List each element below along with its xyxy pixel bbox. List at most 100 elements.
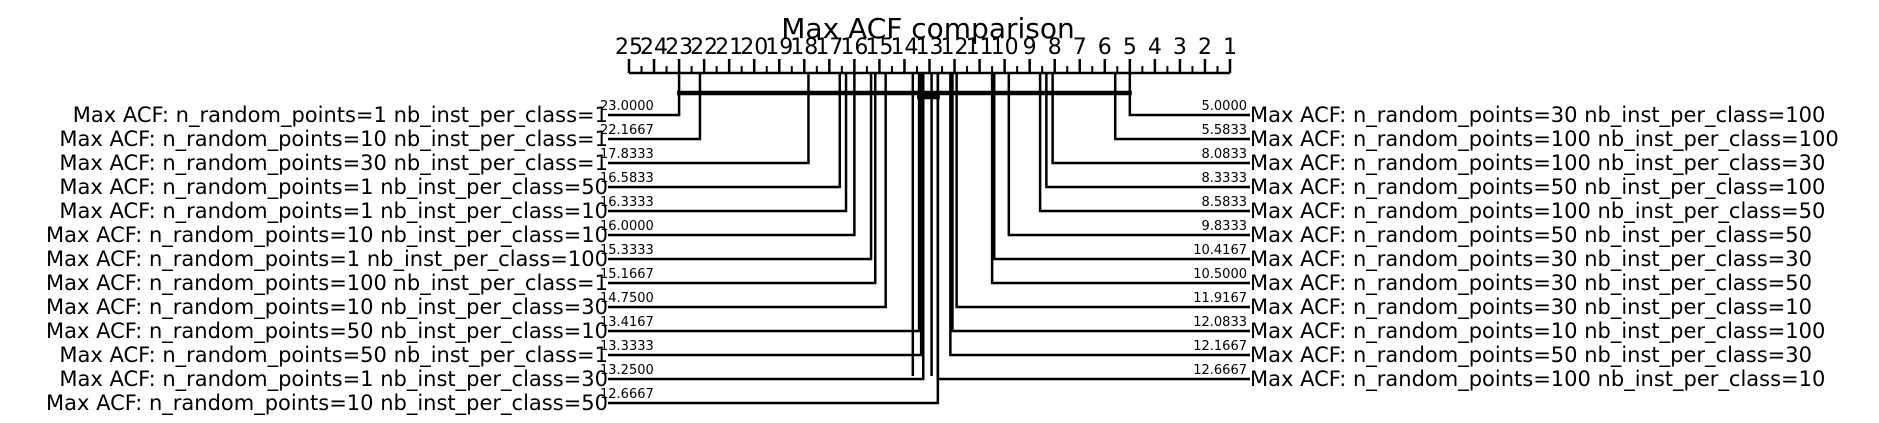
right-connector-line [1113, 73, 1250, 141]
axis-tick-label: 22 [690, 35, 718, 60]
left-rank-label: 15.3333 [600, 243, 654, 258]
left-connector-line [608, 73, 923, 357]
axis-tick-label: 18 [790, 35, 818, 60]
left-connector-line [608, 73, 887, 309]
right-rank-label: 8.0833 [1202, 147, 1248, 162]
chart-title-group: Max ACF comparison [781, 12, 1075, 45]
right-connector-line [955, 73, 1250, 309]
axis-tick-label: 20 [740, 35, 768, 60]
axis-tick-label: 24 [640, 35, 668, 60]
right-method-label: Max ACF: n_random_points=30 nb_inst_per_… [1250, 247, 1812, 272]
right-rank-label: 11.9167 [1193, 291, 1247, 306]
left-connector-line [608, 73, 877, 285]
left-connector-line [608, 73, 842, 189]
right-connector-line [1038, 73, 1250, 213]
axis-tick-label: 9 [1023, 35, 1037, 60]
left-rank-label: 12.6667 [600, 387, 654, 402]
right-method-label: Max ACF: n_random_points=30 nb_inst_per_… [1250, 271, 1812, 296]
right-method-label: Max ACF: n_random_points=10 nb_inst_per_… [1250, 319, 1825, 344]
left-rank-label: 16.3333 [600, 195, 654, 210]
chart-title: Max ACF comparison [781, 12, 1075, 45]
right-rank-label: 12.1667 [1193, 339, 1247, 354]
left-method-label: Max ACF: n_random_points=1 nb_inst_per_c… [46, 247, 608, 272]
left-method-label: Max ACF: n_random_points=1 nb_inst_per_c… [59, 199, 608, 224]
left-rank-label: 16.5833 [600, 171, 654, 186]
right-connector-line [1051, 73, 1250, 165]
left-method-label: Max ACF: n_random_points=1 nb_inst_per_c… [73, 103, 608, 128]
left-connector-line [608, 73, 848, 213]
left-rank-label: 16.0000 [600, 219, 654, 234]
left-connector-line [608, 73, 856, 237]
left-method-label: Max ACF: n_random_points=1 nb_inst_per_c… [59, 367, 608, 392]
left-method-label: Max ACF: n_random_points=50 nb_inst_per_… [59, 343, 608, 368]
axis-tick-label: 12 [941, 35, 969, 60]
left-method-label: Max ACF: n_random_points=50 nb_inst_per_… [46, 319, 608, 344]
left-methods: Max ACF: n_random_points=1 nb_inst_per_c… [46, 73, 940, 416]
left-method-label: Max ACF: n_random_points=10 nb_inst_per_… [46, 295, 608, 320]
right-method-label: Max ACF: n_random_points=100 nb_inst_per… [1250, 151, 1825, 176]
right-rank-label: 10.4167 [1193, 243, 1247, 258]
axis-tick-label: 6 [1098, 35, 1112, 60]
axis-tick-label: 1 [1223, 35, 1237, 60]
axis-tick-label: 13 [916, 35, 944, 60]
axis-tick-label: 5 [1123, 35, 1137, 60]
axis-tick-label: 19 [765, 35, 793, 60]
left-rank-label: 13.3333 [600, 339, 654, 354]
left-connector-line [608, 73, 810, 165]
axis-tick-label: 4 [1148, 35, 1162, 60]
left-rank-label: 22.1667 [600, 123, 654, 138]
right-method-label: Max ACF: n_random_points=100 nb_inst_per… [1250, 127, 1839, 152]
right-connector-line [949, 73, 1250, 357]
right-method-label: Max ACF: n_random_points=30 nb_inst_per_… [1250, 103, 1825, 128]
right-connector-line [1045, 73, 1250, 189]
left-method-label: Max ACF: n_random_points=10 nb_inst_per_… [46, 391, 608, 416]
left-connector-line [608, 73, 873, 261]
left-rank-label: 13.4167 [600, 315, 654, 330]
axis-tick-label: 2 [1198, 35, 1212, 60]
right-rank-label: 5.5833 [1202, 123, 1248, 138]
axis-tick-label: 21 [715, 35, 743, 60]
right-method-label: Max ACF: n_random_points=100 nb_inst_per… [1250, 367, 1825, 392]
right-connector-line [992, 73, 1250, 261]
right-method-label: Max ACF: n_random_points=50 nb_inst_per_… [1250, 223, 1812, 248]
right-rank-label: 10.5000 [1193, 267, 1247, 282]
left-connector-line [608, 73, 925, 381]
right-connector-line [1007, 73, 1250, 237]
left-connector-line [608, 73, 921, 333]
left-method-label: Max ACF: n_random_points=30 nb_inst_per_… [59, 151, 608, 176]
axis-tick-label: 10 [991, 35, 1019, 60]
right-rank-label: 12.6667 [1193, 363, 1247, 378]
axis-tick-label: 15 [865, 35, 893, 60]
left-rank-label: 14.7500 [600, 291, 654, 306]
axis-tick-label: 7 [1073, 35, 1087, 60]
right-connector-line [990, 73, 1250, 285]
axis-tick-label: 8 [1048, 35, 1062, 60]
left-connector-line [608, 73, 940, 405]
right-rank-label: 8.5833 [1202, 195, 1248, 210]
left-rank-label: 15.1667 [600, 267, 654, 282]
right-connector-line [951, 73, 1250, 333]
right-method-label: Max ACF: n_random_points=50 nb_inst_per_… [1250, 175, 1825, 200]
axis-tick-label: 17 [815, 35, 843, 60]
right-connector-line [936, 73, 1250, 381]
left-method-label: Max ACF: n_random_points=10 nb_inst_per_… [59, 127, 608, 152]
right-methods: Max ACF: n_random_points=30 nb_inst_per_… [936, 73, 1839, 392]
left-rank-label: 17.8333 [600, 147, 654, 162]
axis-tick-label: 11 [966, 35, 994, 60]
axis-tick-label: 23 [665, 35, 693, 60]
left-connector-line [608, 73, 702, 141]
right-rank-label: 8.3333 [1202, 171, 1248, 186]
right-rank-label: 12.0833 [1193, 315, 1247, 330]
right-rank-label: 9.8333 [1202, 219, 1248, 234]
left-connector-line [608, 73, 681, 117]
axis-tick-label: 14 [890, 35, 918, 60]
left-rank-label: 13.2500 [600, 363, 654, 378]
right-method-label: Max ACF: n_random_points=50 nb_inst_per_… [1250, 343, 1812, 368]
right-method-label: Max ACF: n_random_points=100 nb_inst_per… [1250, 199, 1825, 224]
axis-tick-label: 25 [615, 35, 643, 60]
left-method-label: Max ACF: n_random_points=100 nb_inst_per… [46, 271, 608, 296]
axis-tick-label: 16 [840, 35, 868, 60]
left-rank-label: 23.0000 [600, 99, 654, 114]
